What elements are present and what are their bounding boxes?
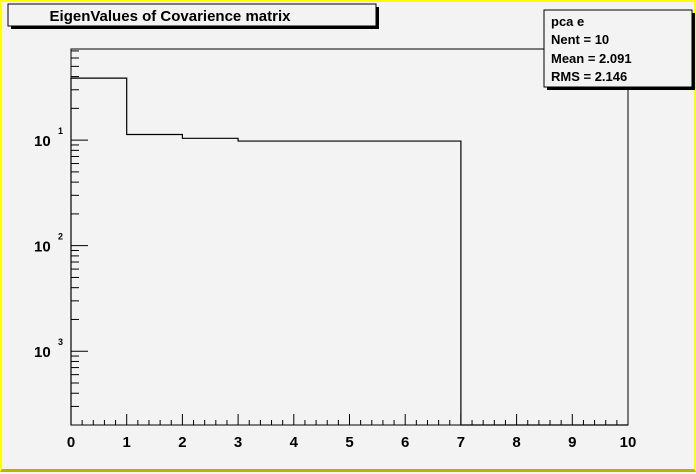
- x-tick-label: 3: [234, 434, 242, 451]
- x-tick-label: 4: [290, 434, 299, 451]
- stats-mean: Mean = 2.091: [551, 51, 632, 66]
- x-tick-label: 10: [620, 434, 637, 451]
- x-tick-label: 1: [123, 434, 131, 451]
- chart-title: EigenValues of Covarience matrix: [50, 8, 292, 25]
- y-tick-label: 10: [34, 133, 51, 150]
- histogram-bin: [405, 141, 461, 425]
- y-tick-label: 10: [34, 239, 51, 256]
- histogram-bin: [350, 141, 406, 425]
- histogram-bin: [294, 141, 350, 425]
- title-box: [7, 3, 377, 27]
- histogram-line: [70, 77, 628, 426]
- x-tick-label: 2: [178, 434, 186, 451]
- x-tick-label: 9: [568, 434, 576, 451]
- x-tick-label: 5: [345, 434, 353, 451]
- y-tick-exponent: 2: [58, 232, 63, 242]
- stats-box: [543, 9, 693, 88]
- y-tick-label: 10: [34, 344, 51, 361]
- histogram-bin: [127, 135, 183, 425]
- x-tick-label: 7: [457, 434, 465, 451]
- y-tick-exponent: 1: [58, 126, 63, 136]
- stats-name: pca e: [551, 14, 584, 29]
- histogram-bin: [238, 141, 294, 425]
- stats-nent: Nent = 10: [551, 32, 609, 47]
- x-tick-label: 0: [67, 434, 75, 451]
- histogram-bin: [182, 138, 238, 425]
- stats-rms: RMS = 2.146: [551, 69, 627, 84]
- histogram-bin: [71, 78, 127, 425]
- x-tick-label: 8: [512, 434, 520, 451]
- x-tick-label: 6: [401, 434, 409, 451]
- y-tick-exponent: 3: [58, 337, 63, 347]
